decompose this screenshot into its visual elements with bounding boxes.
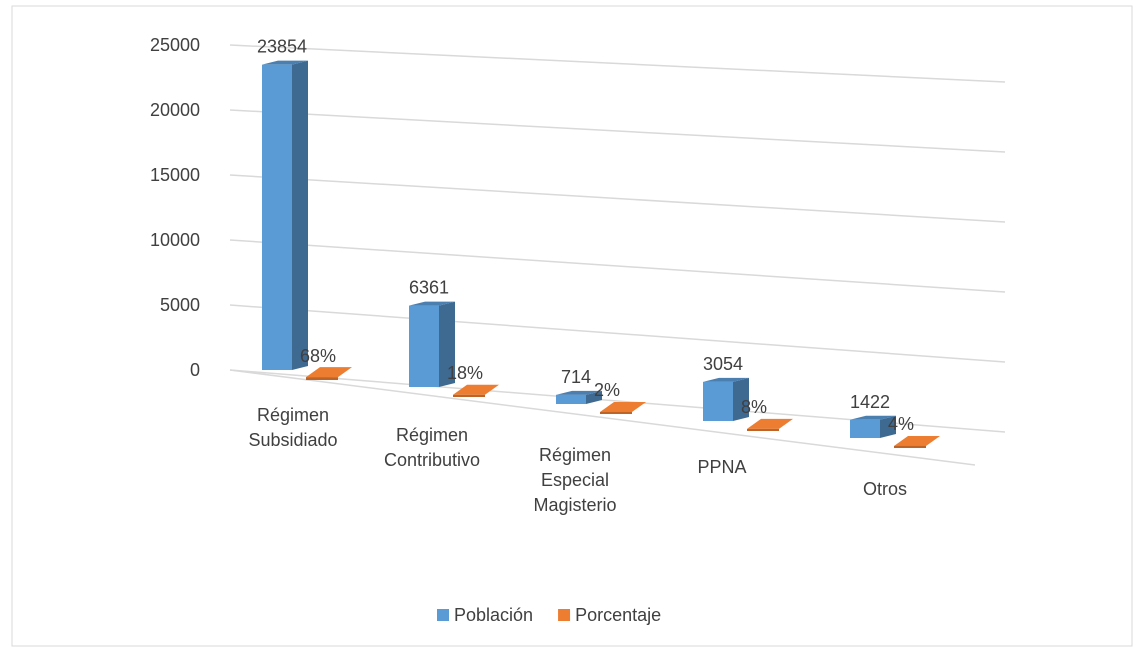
bar-front	[850, 419, 880, 438]
bar	[850, 415, 896, 438]
data-label: 8%	[741, 397, 767, 417]
legend-label: Porcentaje	[575, 605, 661, 625]
bar	[703, 377, 749, 421]
bar-top	[262, 60, 308, 65]
legend-label: Población	[454, 605, 533, 625]
bar-top	[556, 390, 602, 395]
bar-side	[586, 390, 602, 404]
y-tick-label: 10000	[150, 230, 200, 250]
bar-side	[292, 60, 308, 371]
bar-top	[703, 377, 749, 382]
grid-line	[229, 174, 1006, 223]
bar-front	[453, 394, 485, 397]
data-label: 1422	[850, 392, 890, 412]
bar	[894, 435, 940, 448]
data-label: 4%	[888, 414, 914, 434]
bar	[600, 401, 646, 414]
bar	[409, 301, 455, 387]
bar-top	[600, 401, 646, 412]
bar-front	[262, 64, 292, 371]
x-tick-label: Régimen Contributivo	[383, 425, 481, 470]
bar-top	[453, 384, 499, 395]
bar-side	[880, 415, 896, 438]
bar-front	[894, 445, 926, 448]
bar-top	[894, 435, 940, 446]
bar-top	[409, 301, 455, 306]
y-tick-label: 25000	[150, 35, 200, 55]
bar	[262, 60, 308, 371]
bar-front	[409, 305, 439, 387]
y-tick-label: 15000	[150, 165, 200, 185]
bar-front	[306, 377, 338, 380]
bar	[556, 390, 602, 404]
bar-top	[850, 415, 896, 420]
bar-side	[439, 301, 455, 387]
x-tick-label: Otros	[862, 479, 907, 499]
chart-frame	[11, 5, 1133, 647]
bar	[453, 384, 499, 397]
data-label: 3054	[703, 354, 743, 374]
bar-front	[556, 394, 586, 404]
data-label: 2%	[594, 380, 620, 400]
bar	[747, 418, 793, 431]
bar-front	[703, 381, 733, 421]
legend-swatch	[558, 609, 571, 621]
bar-front	[747, 428, 779, 431]
bar-side	[733, 377, 749, 421]
x-tick-label: PPNA	[697, 457, 747, 477]
grid-line	[229, 44, 1006, 83]
data-label: 18%	[447, 363, 483, 383]
bar-top	[306, 367, 352, 378]
x-tick-label: Régimen Subsidiado	[248, 405, 338, 450]
bar-front	[600, 411, 632, 414]
data-label: 714	[561, 367, 591, 387]
y-tick-label: 5000	[160, 295, 200, 315]
grid-line	[229, 109, 1006, 153]
data-label: 23854	[257, 37, 307, 57]
x-tick-label: Régimen Especial Magisterio	[533, 445, 617, 515]
data-label: 6361	[409, 278, 449, 298]
grid-line	[229, 304, 1006, 363]
grid-line	[229, 239, 1006, 293]
bar	[306, 367, 352, 380]
bar-top	[747, 418, 793, 429]
legend-swatch	[437, 609, 449, 621]
y-tick-label: 20000	[150, 100, 200, 120]
floor-edge	[229, 369, 976, 466]
y-tick-label: 0	[190, 360, 200, 380]
data-label: 68%	[300, 346, 336, 366]
